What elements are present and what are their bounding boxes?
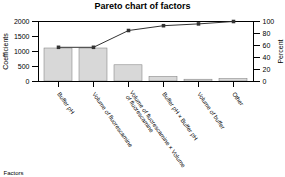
svg-text:2000: 2000 — [14, 18, 30, 25]
svg-text:60: 60 — [263, 42, 271, 49]
svg-text:Coefficients: Coefficients — [2, 33, 9, 70]
svg-text:Volume of fluorescamine: Volume of fluorescamine — [91, 91, 134, 149]
svg-text:20: 20 — [263, 66, 271, 73]
svg-text:Percent: Percent — [277, 39, 284, 63]
svg-text:80: 80 — [263, 30, 271, 37]
svg-text:100: 100 — [263, 18, 275, 25]
svg-text:Volume of buffer: Volume of buffer — [196, 91, 226, 130]
html-text:Pareto chart of factors: Pareto chart of factors — [94, 1, 191, 11]
svg-text:1000: 1000 — [14, 48, 30, 55]
svg-text:Buffer pH: Buffer pH — [56, 91, 75, 115]
svg-text:500: 500 — [18, 63, 30, 70]
svg-text:1500: 1500 — [14, 33, 30, 40]
svg-text:Other: Other — [231, 91, 245, 107]
svg-text:Volume of fluorescamine × Volu: Volume of fluorescamine × Volume of fluo… — [124, 89, 187, 172]
svg-text:40: 40 — [263, 54, 271, 61]
svg-text:0: 0 — [263, 78, 267, 85]
svg-text:Factors: Factors — [4, 170, 24, 176]
svg-text:0: 0 — [26, 78, 30, 85]
svg-text:Buffer pH × Buffer pH: Buffer pH × Buffer pH — [161, 91, 199, 141]
